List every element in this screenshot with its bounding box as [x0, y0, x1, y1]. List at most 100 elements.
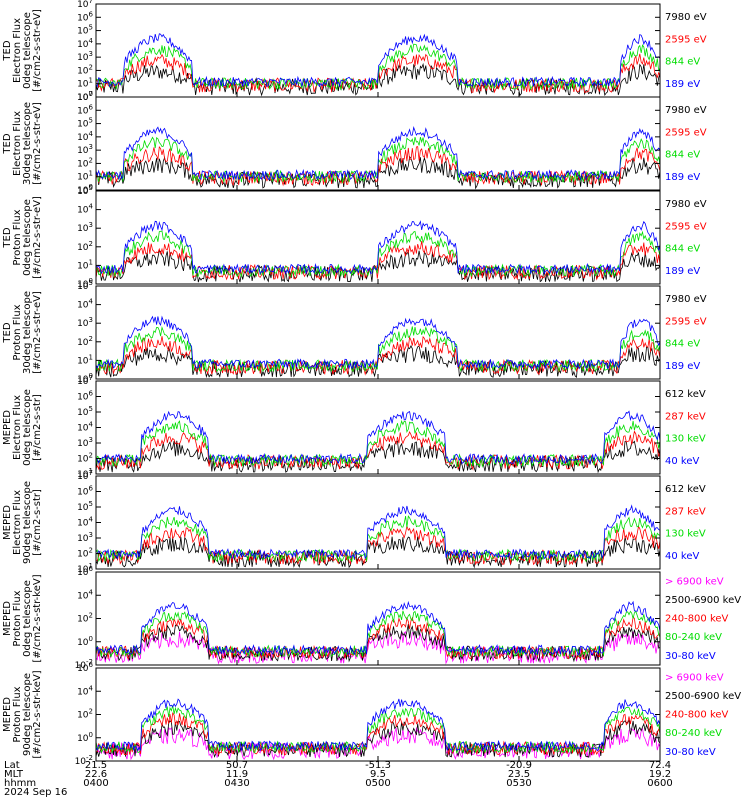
panel-5-ytick-label-2: 103	[77, 436, 93, 449]
panel-6-legend-3: 130 keV	[665, 529, 706, 540]
panel-6-ytick-label-2: 103	[77, 531, 93, 544]
footer-mlt-5: 19.2	[649, 769, 671, 780]
panel-6-ytick-label-5: 106	[77, 485, 93, 498]
panel-2-ytick-label-2: 102	[77, 156, 93, 169]
panel-7-ytick-label-3: 104	[77, 588, 93, 601]
footer-hhmm-1: 0400	[83, 778, 108, 789]
panel-6-legend-1: 612 keV	[665, 484, 706, 495]
panel-8-series-1	[95, 726, 661, 761]
panel-3-ytick-label-0: 100	[77, 277, 93, 290]
panel-4-ylabel-line-4: [#/cm2-s-str-eV]	[32, 291, 43, 374]
panel-6-series-2	[95, 525, 661, 566]
panel-7-ytick-label-4: 106	[77, 565, 93, 578]
panel-5-ylabel-line-1: MEPED	[2, 410, 13, 445]
panel-1-series-4	[95, 33, 661, 88]
panel-2-ytick-label-0: 100	[77, 183, 93, 196]
footer-row-label-1: Lat	[4, 760, 20, 771]
panel-8: 10-2 100 102 104 106 MEPEDProton Flux90deg te…	[2, 661, 741, 767]
panel-6-ylabel-line-2: Electron Flux	[12, 490, 23, 555]
panel-2-ytick-label-1: 101	[77, 170, 93, 183]
panel-1-ytick-label-2: 102	[77, 63, 93, 76]
panel-1-ylabel-line-3: 0deg telescope	[22, 12, 33, 89]
panel-1-ytick-label-3: 103	[77, 50, 93, 63]
panel-5-legend-2: 287 keV	[665, 411, 706, 422]
panel-5: 101 102 103 104 105 106 107 MEPEDElectron Flux0…	[2, 374, 706, 480]
panel-6-series-4	[95, 504, 661, 560]
panel-1-legend-4: 189 eV	[665, 79, 700, 90]
panel-8-ylabel-line-2: Proton Flux	[12, 686, 23, 742]
panel-6-series-3	[95, 515, 661, 563]
panel-2-ylabel: TEDElectron Flux30deg telescope[#/cm2-s-…	[2, 102, 43, 185]
panel-1-ytick-label-5: 105	[77, 24, 93, 37]
panel-5-ytick-label-5: 106	[77, 390, 93, 403]
panel-6-legend-4: 40 keV	[665, 551, 699, 562]
footer-lat-5: 72.4	[649, 760, 671, 771]
panel-4-ylabel-line-2: Proton Flux	[12, 304, 23, 360]
panel-3: 100 101 102 103 104 105 TEDProton Flux0deg tel…	[2, 184, 707, 290]
panel-8-series-5	[95, 698, 661, 752]
panel-6-ytick-label-6: 107	[77, 469, 93, 482]
panel-8-series-2	[95, 719, 661, 758]
panel-2-ylabel-line-2: Electron Flux	[12, 111, 23, 176]
panel-5-ytick-label-6: 107	[77, 374, 93, 387]
panel-6-ylabel-line-3: 90deg telescope	[22, 481, 33, 564]
panel-4-series-4	[95, 315, 661, 370]
panel-2-legend-4: 189 eV	[665, 172, 700, 183]
panel-6-ylabel: MEPEDElectron Flux90deg telescope[#/cm2-…	[2, 481, 43, 564]
panel-2-legend-3: 844 eV	[665, 150, 700, 161]
footer-lat-2: 50.7	[226, 760, 248, 771]
panel-8-ytick-label-3: 104	[77, 684, 93, 697]
panel-4: 100 101 102 103 104 105 TEDProton Flux30deg te…	[2, 279, 707, 385]
panel-1-legend-1: 7980 eV	[665, 12, 707, 23]
panel-3-ytick-label-2: 102	[77, 240, 93, 253]
panel-7-ylabel: MEPEDProton Flux0deg telescope[#/cm2-s-s…	[2, 574, 43, 662]
panel-8-legend-4: 80-240 keV	[665, 728, 722, 739]
panel-2-ytick-label-7: 107	[77, 90, 93, 103]
panel-2-ylabel-line-1: TED	[2, 133, 13, 154]
panel-8-series-3	[95, 712, 661, 757]
footer-mlt-3: 9.5	[370, 769, 386, 780]
panel-4-legend-2: 2595 eV	[665, 316, 707, 327]
panel-4-ylabel: TEDProton Flux30deg telescope[#/cm2-s-st…	[2, 291, 43, 374]
panel-2-ytick-label-5: 105	[77, 117, 93, 130]
panel-7-ytick-label-0: 10-2	[75, 658, 93, 671]
panel-8-ylabel: MEPEDProton Flux90deg telescope[#/cm2-s-…	[2, 670, 43, 758]
panel-4-ytick-label-3: 103	[77, 316, 93, 329]
panel-3-ylabel-line-1: TED	[2, 227, 13, 248]
panel-5-series-4	[95, 410, 661, 465]
panel-3-legend-2: 2595 eV	[665, 221, 707, 232]
panel-1-legend-3: 844 eV	[665, 57, 700, 68]
panel-3-legend-3: 844 eV	[665, 244, 700, 255]
panel-6-ytick-label-1: 102	[77, 547, 93, 560]
panel-7-ylabel-line-2: Proton Flux	[12, 590, 23, 646]
panel-7-series-4	[95, 610, 661, 659]
panel-2-ytick-label-4: 104	[77, 130, 93, 143]
panel-7-ylabel-line-1: MEPED	[2, 601, 13, 636]
panel-3-ylabel: TEDProton Flux0deg telescope[#/cm2-s-str…	[2, 196, 43, 279]
panel-3-series-3	[95, 230, 661, 278]
panel-2-ylabel-line-4: [#/cm2-s-str-eV]	[32, 102, 43, 185]
panel-1-ylabel-line-4: [#/cm2-s-str-eV]	[32, 9, 43, 92]
panel-5-ytick-label-4: 105	[77, 405, 93, 418]
footer-mlt-4: 23.5	[508, 769, 530, 780]
panel-4-ylabel-line-1: TED	[2, 322, 13, 343]
panel-7-ylabel-line-3: 0deg telescope	[22, 580, 33, 657]
panel-7-legend-4: 80-240 keV	[665, 632, 722, 643]
panel-1-ytick-label-6: 106	[77, 10, 93, 23]
panel-8-ytick-label-1: 100	[77, 731, 93, 744]
footer-row-label-3: hhmm	[4, 778, 36, 789]
panel-1-ytick-label-1: 101	[77, 77, 93, 90]
panel-7-ytick-label-2: 102	[77, 612, 93, 625]
panel-1-legend-2: 2595 eV	[665, 34, 707, 45]
panel-7-ylabel-line-4: [#/cm2-s-str-keV]	[32, 574, 43, 662]
panel-8-series-4	[95, 705, 661, 755]
footer-hhmm-3: 0500	[365, 778, 390, 789]
panel-6: 101 102 103 104 105 106 107 MEPEDElectron Flux9…	[2, 469, 706, 575]
panel-7-series-5	[95, 600, 661, 656]
panel-2-series-1	[95, 155, 661, 190]
footer-lat-1: 21.5	[85, 760, 107, 771]
panel-5-ytick-label-1: 102	[77, 452, 93, 465]
panel-4-ytick-label-1: 101	[77, 353, 93, 366]
